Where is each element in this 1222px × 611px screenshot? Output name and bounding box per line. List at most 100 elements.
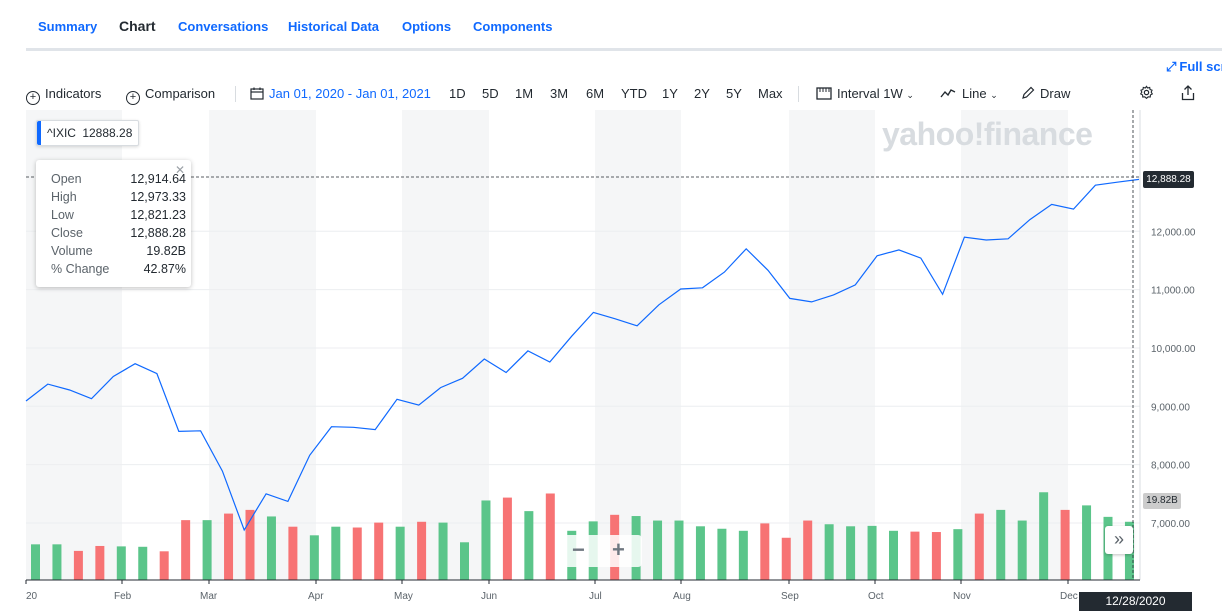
range-1m[interactable]: 1M xyxy=(515,86,534,101)
volume-bar xyxy=(395,526,405,580)
x-tick-label: Sep xyxy=(781,591,799,602)
tooltip-row-close: Close 12,888.28 xyxy=(51,226,186,244)
tooltip-label: Close xyxy=(51,226,83,240)
volume-bar xyxy=(974,513,984,580)
interval-value: 1W xyxy=(883,86,903,101)
settings-button[interactable] xyxy=(1139,85,1154,103)
candles-icon xyxy=(816,87,832,100)
plus-circle-icon: + xyxy=(126,91,140,105)
volume-bar xyxy=(438,522,448,580)
volume-bar xyxy=(73,550,83,580)
scroll-to-latest-button[interactable]: » xyxy=(1105,526,1133,554)
ohlc-tooltip: ✕ Open 12,914.64 High 12,973.33 Low 12,821.… xyxy=(36,160,191,287)
y-tick-label: 11,000.00 xyxy=(1151,286,1195,297)
tooltip-row-high: High 12,973.33 xyxy=(51,190,186,208)
volume-bar xyxy=(460,542,469,580)
tooltip-value: 12,888.28 xyxy=(130,226,186,240)
toolbar-divider xyxy=(235,86,236,102)
volume-bar xyxy=(1082,505,1092,580)
comparison-button[interactable]: + Comparison xyxy=(126,86,215,105)
volume-bar xyxy=(653,520,663,580)
volume-bar xyxy=(181,520,191,580)
expand-arrows-icon: ⤢ xyxy=(1166,59,1177,74)
volume-bar xyxy=(417,521,427,580)
share-button[interactable] xyxy=(1181,85,1195,104)
indicators-label: Indicators xyxy=(45,86,102,101)
volume-bar xyxy=(545,493,555,580)
volume-bar xyxy=(266,516,276,580)
tabs-underline xyxy=(26,48,1222,51)
y-tick-label: 9,000.00 xyxy=(1151,402,1190,413)
range-6m[interactable]: 6M xyxy=(586,86,605,101)
indicators-button[interactable]: + Indicators xyxy=(26,86,101,105)
share-icon xyxy=(1181,85,1195,101)
symbol-legend[interactable]: ^IXIC 12888.28 xyxy=(36,120,140,146)
range-max[interactable]: Max xyxy=(758,86,783,101)
interval-label: Interval xyxy=(837,86,880,101)
y-tick-label: 12,000.00 xyxy=(1151,227,1196,238)
yahoo-finance-watermark: yahoo!finance xyxy=(882,116,1093,152)
legend-value: 12888.28 xyxy=(82,126,133,140)
plus-circle-icon: + xyxy=(26,91,40,105)
crosshair-date-tag: 12/28/2020 xyxy=(1079,592,1192,611)
x-tick-label: Apr xyxy=(308,591,324,602)
volume-bar xyxy=(931,532,941,580)
line-chart-icon xyxy=(940,89,956,98)
volume-bar xyxy=(953,529,963,580)
tab-historical-data[interactable]: Historical Data xyxy=(288,19,380,34)
tab-summary[interactable]: Summary xyxy=(38,19,98,34)
volume-bar xyxy=(824,524,834,580)
tab-options[interactable]: Options xyxy=(402,19,452,34)
tooltip-value: 12,821.23 xyxy=(130,208,186,222)
volume-bar xyxy=(846,526,856,580)
volume-bar xyxy=(502,497,512,580)
x-tick-label: Nov xyxy=(953,591,971,602)
tooltip-value: 42.87% xyxy=(143,262,186,276)
month-band xyxy=(402,110,489,580)
range-1y[interactable]: 1Y xyxy=(662,86,678,101)
date-range-button[interactable]: Jan 01, 2020 - Jan 01, 2021 xyxy=(250,86,431,101)
volume-bar xyxy=(996,509,1006,580)
volume-bar xyxy=(374,522,384,580)
x-tick-label: Oct xyxy=(868,591,884,602)
volume-bar xyxy=(224,513,234,580)
tooltip-row-volume: Volume 19.82B xyxy=(51,244,186,262)
range-5d[interactable]: 5D xyxy=(482,86,499,101)
volume-bar xyxy=(695,526,705,580)
fullscreen-button[interactable]: ⤢ Full scr xyxy=(1166,59,1222,75)
chevron-down-icon: ⌄ xyxy=(990,90,998,100)
volume-bar xyxy=(309,535,319,580)
legend-symbol: ^IXIC xyxy=(47,126,76,140)
draw-button[interactable]: Draw xyxy=(1021,86,1070,101)
range-3m[interactable]: 3M xyxy=(550,86,569,101)
comparison-label: Comparison xyxy=(145,86,216,101)
gear-icon xyxy=(1139,85,1154,100)
range-2y[interactable]: 2Y xyxy=(694,86,710,101)
zoom-in-button[interactable]: + xyxy=(612,537,625,562)
price-line xyxy=(25,178,1140,532)
volume-bar xyxy=(1017,520,1027,580)
volume-bar xyxy=(1060,509,1070,580)
tab-conversations[interactable]: Conversations xyxy=(178,19,269,34)
range-5y[interactable]: 5Y xyxy=(726,86,742,101)
chart-type-dropdown[interactable]: Line ⌄ xyxy=(940,86,998,101)
x-tick-label: Mar xyxy=(200,591,218,602)
volume-bar xyxy=(116,546,126,580)
month-band xyxy=(961,110,1068,580)
volume-bar xyxy=(95,545,105,580)
x-tick-label: Dec xyxy=(1060,591,1078,602)
volume-bar xyxy=(717,528,727,580)
zoom-out-button[interactable]: − xyxy=(572,537,585,562)
tab-chart[interactable]: Chart xyxy=(119,18,156,34)
close-icon[interactable]: ✕ xyxy=(174,163,185,177)
month-band xyxy=(789,110,875,580)
x-tick-label: Jul xyxy=(589,591,602,602)
interval-dropdown[interactable]: Interval 1W ⌄ xyxy=(816,86,914,101)
x-tick-label: 20 xyxy=(26,591,38,602)
chart-toolbar: + Indicators + Comparison Jan 01, 2020 - J… xyxy=(0,80,1222,108)
range-1d[interactable]: 1D xyxy=(449,86,466,101)
tab-components[interactable]: Components xyxy=(473,19,553,34)
y-tick-label: 7,000.00 xyxy=(1151,519,1190,530)
range-ytd[interactable]: YTD xyxy=(621,86,647,101)
